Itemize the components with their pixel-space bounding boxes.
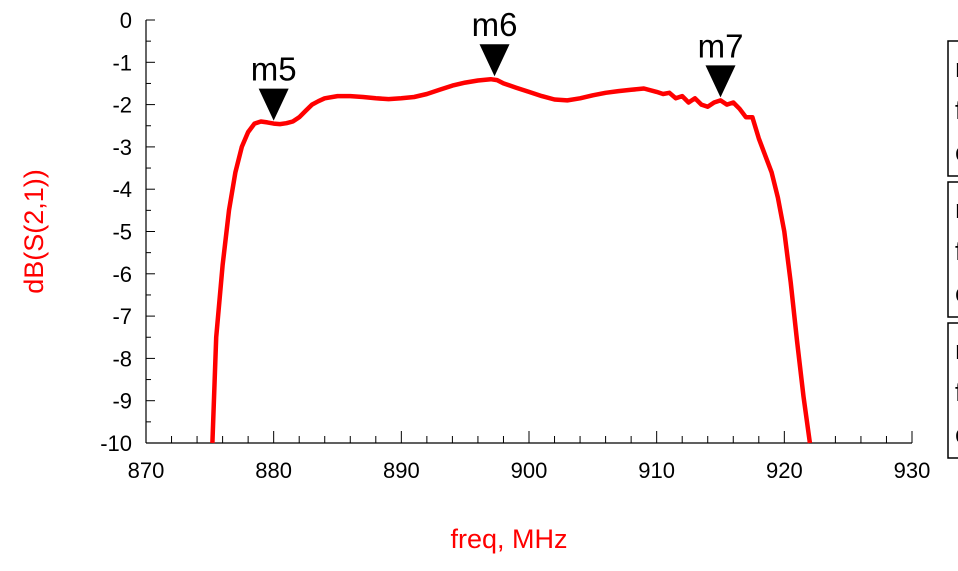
series-line [210, 76, 813, 444]
x-tick-label: 930 [894, 458, 931, 483]
y-tick-label: -4 [112, 177, 132, 202]
marker-readout-text: m [955, 53, 958, 83]
y-tick-label: -8 [112, 346, 132, 371]
y-tick-label: -3 [112, 135, 132, 160]
series-group [210, 76, 813, 444]
marker-readout-box [947, 40, 958, 177]
marker-readout-text: m [955, 194, 958, 224]
marker-readout-text: c [955, 419, 958, 449]
marker-boxes-group: mfcmfcmfc [947, 40, 958, 459]
marker-readout-box [947, 181, 958, 318]
x-tick-label: 890 [383, 458, 420, 483]
marker-triangle [258, 88, 289, 121]
y-axis-title: dB(S(2,1)) [19, 169, 49, 294]
marker-readout-text: f [955, 377, 958, 407]
y-tick-label: -10 [100, 431, 132, 456]
marker-triangle [705, 65, 736, 98]
y-tick-label: -6 [112, 262, 132, 287]
y-tick-label: 0 [120, 8, 132, 33]
marker-readout-text: f [955, 236, 958, 266]
marker-readout-text: m [955, 335, 958, 365]
marker-readout-text: c [955, 278, 958, 308]
x-tick-label: 920 [766, 458, 803, 483]
marker-readout-box [947, 322, 958, 459]
x-tick-label: 900 [511, 458, 548, 483]
marker-label: m5 [251, 51, 297, 88]
y-tick-label: -1 [112, 50, 132, 75]
markers-group: m5 m6 m7 [251, 6, 744, 121]
x-tick-label: 880 [255, 458, 292, 483]
x-tick-label: 870 [128, 458, 165, 483]
x-tick-label: 910 [638, 458, 675, 483]
y-tick-label: -2 [112, 93, 132, 118]
y-tick-label: -7 [112, 304, 132, 329]
marker-readout-text: f [955, 95, 958, 125]
marker-triangle [479, 44, 510, 77]
y-tick-label: -5 [112, 220, 132, 245]
marker-label: m6 [472, 6, 518, 43]
marker-readout-text: c [955, 137, 958, 167]
x-axis-title: freq, MHz [450, 524, 567, 554]
y-tick-label: -9 [112, 389, 132, 414]
marker-label: m7 [698, 27, 744, 64]
